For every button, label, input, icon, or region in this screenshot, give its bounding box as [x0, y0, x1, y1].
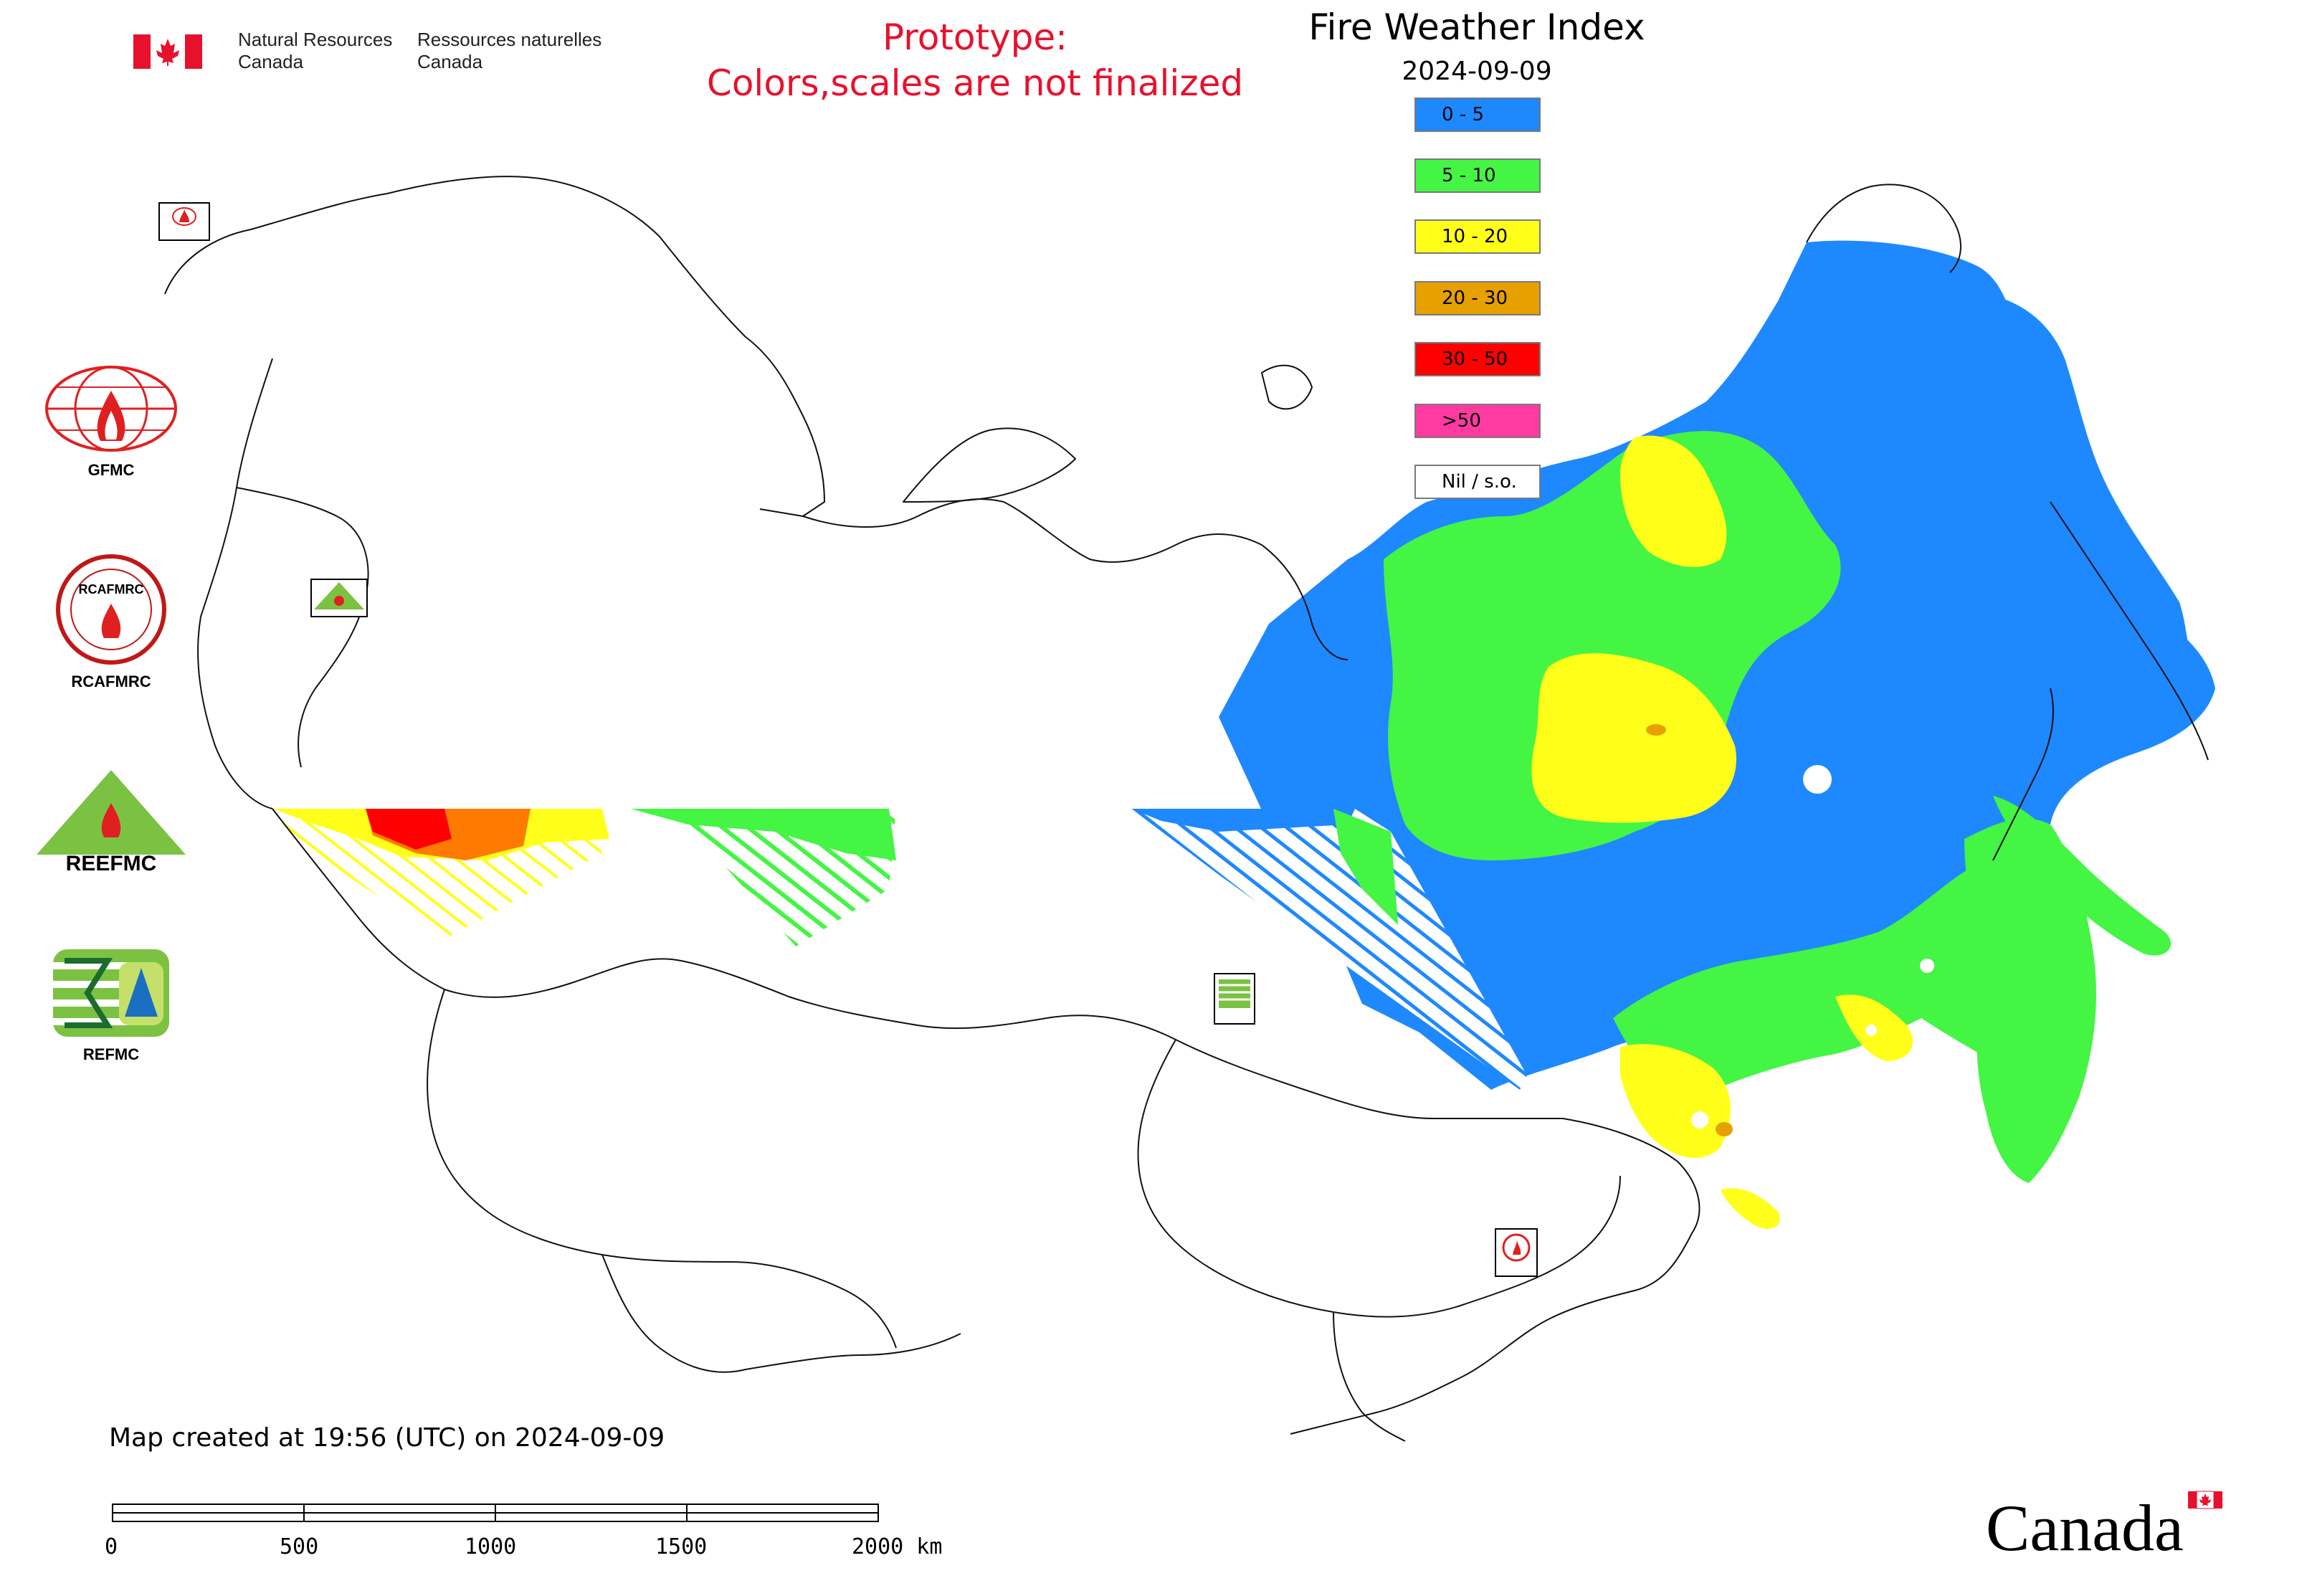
outline-novaya-zemlya [903, 427, 1076, 503]
region-outlines [164, 176, 2209, 1442]
nil-dot [1920, 959, 1934, 973]
outline-scandinavia [164, 176, 825, 517]
legend-label: 30 - 50 [1442, 348, 1508, 370]
nrcan-signature: Natural Resources Canada Ressources natu… [133, 29, 635, 79]
canada-wordmark-text: Canada [1986, 1491, 2184, 1563]
org-name-fr-line1: Ressources naturelles [417, 29, 602, 50]
map-created-timestamp: Map created at 19:56 (UTC) on 2024-09-09 [109, 1423, 665, 1453]
fwi-region-20-30-south [1716, 1122, 1733, 1136]
fwi-region-10-20-south [1620, 1044, 1731, 1158]
legend-item-over-50: >50 [1414, 404, 1541, 438]
legend-item-10-20: 10 - 20 [1414, 219, 1541, 254]
map-stamp-rcafmrc [1495, 1228, 1538, 1277]
scale-label-500: 500 [280, 1534, 319, 1559]
scale-label-1000: 1000 [465, 1534, 517, 1559]
prototype-warning-line1: Prototype: [882, 16, 1068, 58]
band-mid-green [631, 809, 896, 860]
legend-item-20-30: 20 - 30 [1414, 281, 1541, 315]
outline-china-north [1333, 1311, 1406, 1442]
outline-baltic [236, 487, 369, 768]
refmc-logo-icon [53, 949, 169, 1037]
org-name-en-line2: Canada [238, 51, 304, 72]
legend-label: 10 - 20 [1442, 226, 1508, 247]
partner-logo-gfmc: GFMC [29, 362, 194, 480]
outline-south-border [272, 808, 1701, 1435]
canada-wordmark: Canada [1986, 1491, 2222, 1563]
legend-label: >50 [1442, 410, 1481, 432]
org-name-en: Natural Resources Canada [238, 29, 392, 73]
outline-kazakhstan [427, 989, 897, 1349]
legend-item-nil: Nil / s.o. [1414, 465, 1541, 499]
outline-chukotka [1806, 184, 1961, 273]
legend-label: 20 - 30 [1442, 288, 1508, 309]
legend-item-30-50: 30 - 50 [1414, 342, 1541, 376]
rcafmrc-logo-icon: RCAFMRC [56, 554, 166, 665]
nil-dot [2070, 1118, 2085, 1133]
fwi-region-10-20-yakutia [1531, 653, 1736, 823]
rcafmrc-logo-text: RCAFMRC [79, 582, 144, 597]
nil-dot [1865, 1025, 1877, 1036]
band-east-green [1333, 809, 1398, 925]
outline-mongolia [1137, 1039, 1621, 1318]
legend-label: 0 - 5 [1442, 104, 1484, 125]
scale-bar [112, 1504, 879, 1522]
canada-wordmark-flag-icon [2188, 1491, 2222, 1509]
outline-arctic-coast [802, 498, 1349, 660]
partner-caption-rcafmrc: RCAFMRC [71, 673, 151, 690]
partner-caption-gfmc: GFMC [87, 461, 135, 479]
fwi-region-10-20-north [1620, 435, 1727, 567]
streak-band-blue [1131, 809, 1527, 1090]
outline-severnaya-zemlya [1261, 364, 1313, 410]
map-stamp-gfmc [158, 202, 210, 241]
fwi-data-layer [1219, 240, 2215, 1229]
scale-label-2000: 2000 km [852, 1534, 943, 1559]
nil-dot [1691, 1111, 1708, 1129]
legend-label: 5 - 10 [1442, 165, 1496, 186]
map-stamp-reefmc [310, 579, 368, 617]
fwi-region-20-30-spot [1646, 724, 1666, 736]
legend-label: Nil / s.o. [1442, 471, 1517, 493]
nil-dot [1803, 765, 1832, 794]
outline-okhotsk [1992, 688, 2054, 861]
gfmc-logo-icon [45, 366, 177, 452]
fwi-region-5-10-kamchatka [1993, 796, 2172, 956]
org-name-fr: Ressources naturelles Canada [417, 29, 601, 73]
reefmc-logo-icon: REEFMC [37, 770, 186, 875]
prototype-warning: Prototype: Colors,scales are not finaliz… [645, 14, 1305, 106]
band-west-red [366, 809, 452, 850]
fwi-region-5-10-primorye [1964, 818, 2096, 1183]
canada-flag-icon [133, 34, 202, 69]
org-name-fr-line2: Canada [417, 51, 483, 72]
fwi-region-5-10-north [1384, 431, 1841, 860]
map-stamp-refmc [1214, 973, 1255, 1025]
partner-caption-refmc: REFMC [82, 1045, 140, 1063]
band-east-blue [1131, 809, 1355, 832]
legend-item-5-10: 5 - 10 [1414, 158, 1541, 193]
legend-item-0-5: 0 - 5 [1414, 98, 1541, 132]
fwi-region-10-20-korea [1721, 1188, 1780, 1229]
outline-kamchatka [2050, 501, 2209, 761]
map-date: 2024-09-09 [1402, 57, 1552, 86]
partner-logo-refmc: REFMC [29, 946, 194, 1064]
scale-label-0: 0 [105, 1534, 118, 1559]
org-name-en-line1: Natural Resources [238, 29, 393, 50]
map-title: Fire Weather Index [1308, 6, 1645, 48]
fwi-region-5-10-south [1613, 859, 2068, 1094]
outline-central-asia [601, 1254, 961, 1373]
fwi-region-0-5-east [1986, 294, 2194, 681]
outline-west-russia [197, 358, 273, 809]
partner-logo-reefmc: REEFMC [29, 766, 194, 876]
scale-label-1500: 1500 [655, 1534, 708, 1559]
partner-logo-rcafmrc: RCAFMRC RCAFMRC [29, 552, 194, 691]
reefmc-logo-text: REEFMC [66, 852, 157, 873]
fwi-streak-band [272, 809, 1527, 1090]
prototype-warning-line2: Colors,scales are not finalized [706, 62, 1244, 104]
